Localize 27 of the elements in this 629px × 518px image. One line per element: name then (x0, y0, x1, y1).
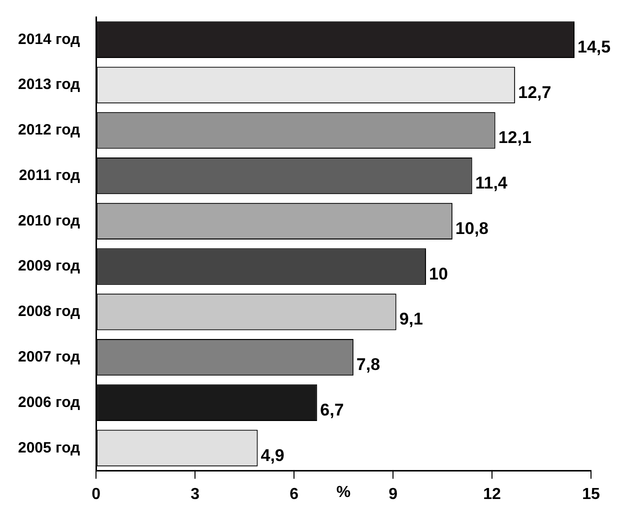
y-tick-label: 2005 год (18, 439, 81, 456)
x-axis-title: % (336, 484, 351, 502)
data-label: 10,8 (455, 218, 489, 238)
data-label: 4,9 (260, 446, 284, 465)
data-label: 6,7 (320, 400, 344, 420)
y-tick-label: 2008 год (18, 303, 81, 320)
x-tick-label: 3 (190, 486, 200, 503)
data-label: 10 (429, 264, 448, 284)
x-tick-label: 0 (92, 486, 101, 503)
x-tick-label: 15 (582, 486, 600, 503)
data-label: 7,8 (356, 355, 380, 374)
y-tick-label: 2013 год (18, 76, 81, 94)
data-label: 11,4 (475, 174, 508, 193)
y-tick-label: 2007 год (18, 348, 81, 366)
x-tick-label: 9 (388, 486, 398, 503)
x-tick-label: 6 (290, 486, 299, 503)
data-label: 9,1 (399, 310, 423, 329)
data-label: 12,7 (518, 82, 552, 102)
y-tick-label: 2014 год (18, 30, 81, 48)
y-tick-label: 2009 год (18, 258, 81, 275)
x-tick-label: 12 (483, 486, 502, 503)
data-label: 14,5 (578, 37, 611, 56)
y-tick-label: 2006 год (18, 394, 81, 411)
data-label: 12,1 (498, 128, 532, 148)
y-tick-label: 2011 год (18, 166, 81, 184)
y-tick-label: 2010 год (18, 212, 81, 230)
y-tick-label: 2012 год (18, 122, 81, 139)
